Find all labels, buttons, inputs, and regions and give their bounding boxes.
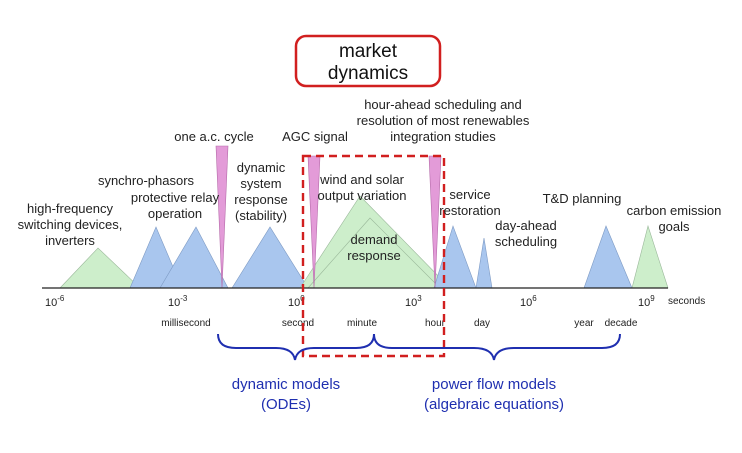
axis-tick-labels: 10-6 10-3 100 103 106 109 seconds (45, 294, 705, 309)
label-high-frequency-3: inverters (45, 233, 95, 248)
label-agc-signal: AGC signal (282, 129, 348, 144)
dynamic-models-label-2: (ODEs) (261, 396, 311, 413)
label-ac-cycle: one a.c. cycle (174, 129, 254, 144)
label-carbon-goals-2: goals (658, 219, 690, 234)
label-hour-ahead-3: integration studies (390, 129, 496, 144)
power-flow-models-label-2: (algebraic equations) (424, 396, 564, 413)
high-frequency-triangle (59, 247, 141, 289)
power-flow-models-label-1: power flow models (432, 376, 556, 393)
label-wind-solar-1: wind and solar (319, 172, 404, 187)
label-day-ahead-2: scheduling (495, 234, 557, 249)
label-protective-relay-2: operation (148, 206, 202, 221)
label-protective-relay-1: protective relay (131, 190, 220, 205)
unit-millisecond: millisecond (161, 318, 210, 329)
label-dynamic-4: (stability) (235, 208, 287, 223)
tick-1e3: 103 (405, 294, 422, 309)
label-high-frequency-1: high-frequency (27, 201, 113, 216)
label-synchro-phasors: synchro-phasors (98, 173, 195, 188)
label-hour-ahead-2: resolution of most renewables (357, 113, 530, 128)
power-flow-models-bracket (373, 333, 621, 361)
tick-1e9: 109 (638, 294, 655, 309)
day-ahead-triangle (475, 237, 493, 289)
tick-1e6: 106 (520, 294, 537, 309)
label-td-planning: T&D planning (543, 191, 622, 206)
market-dynamics-line-1: market (339, 41, 398, 62)
tick-1e-3: 10-3 (168, 294, 188, 309)
market-dynamics-box: market dynamics (294, 34, 442, 88)
unit-minute: minute (347, 318, 377, 329)
unit-hour: hour (425, 318, 446, 329)
label-hour-ahead-1: hour-ahead scheduling and (364, 97, 522, 112)
label-carbon-goals-1: carbon emission (627, 203, 722, 218)
label-dynamic-1: dynamic (237, 160, 286, 175)
agc-signal-spike (307, 155, 321, 289)
label-service-restoration-2: restoration (439, 203, 500, 218)
tick-1e-6: 10-6 (45, 294, 65, 309)
label-demand-response-2: response (347, 248, 400, 263)
dynamic-stability-triangle (231, 226, 309, 289)
model-labels: dynamic models (ODEs) power flow models … (232, 376, 564, 413)
carbon-goals-triangle (631, 224, 669, 289)
market-dynamics-region (301, 154, 446, 358)
dynamic-models-bracket (217, 333, 375, 361)
unit-decade: decade (605, 318, 638, 329)
market-dynamics-line-2: dynamics (328, 63, 408, 84)
label-dynamic-2: system (240, 176, 281, 191)
label-high-frequency-2: switching devices, (18, 217, 123, 232)
event-labels: high-frequency switching devices, invert… (18, 97, 722, 263)
label-demand-response-1: demand (351, 232, 398, 247)
unit-second: second (282, 318, 314, 329)
protective-relay-triangle (159, 226, 229, 289)
ac-cycle-spike (215, 145, 229, 289)
unit-day: day (474, 318, 490, 329)
dynamic-models-label-1: dynamic models (232, 376, 340, 393)
label-day-ahead-1: day-ahead (495, 218, 556, 233)
time-unit-labels: millisecond second minute hour day year … (161, 318, 638, 329)
label-service-restoration-1: service (449, 187, 490, 202)
label-wind-solar-2: output variation (318, 188, 407, 203)
unit-year: year (574, 318, 594, 329)
label-dynamic-3: response (234, 192, 287, 207)
td-planning-triangle (583, 225, 633, 289)
model-brackets (217, 333, 621, 361)
axis-unit-seconds: seconds (668, 296, 705, 307)
service-restoration-triangle (433, 225, 477, 289)
